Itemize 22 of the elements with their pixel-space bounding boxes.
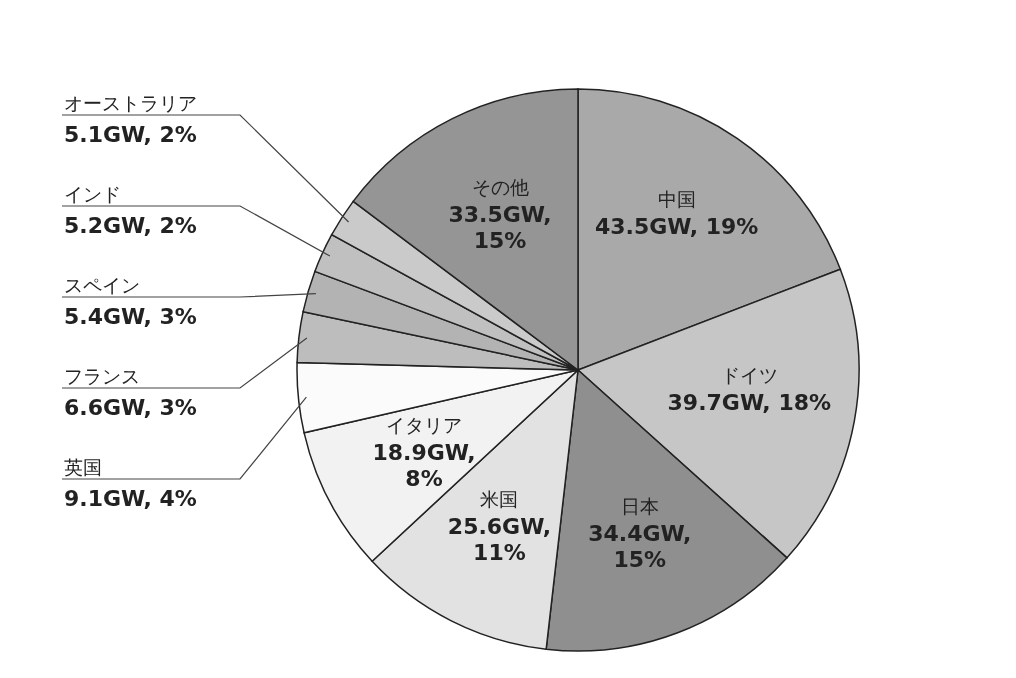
slice-label: フランス: [64, 365, 140, 387]
slice-label: インド: [64, 183, 121, 205]
slice-label: 日本: [620, 494, 659, 517]
data-label: 5.4GW, 3%: [64, 304, 197, 329]
slice-label: 英国: [64, 456, 102, 478]
slice-label: 米国: [480, 487, 519, 510]
data-label: 6.6GW, 3%: [64, 395, 197, 420]
data-label: 33.5GW, 15%: [448, 202, 552, 254]
slice-label: オーストラリア: [64, 92, 197, 114]
data-label: 5.1GW, 2%: [64, 122, 197, 147]
slice-label: スペイン: [64, 274, 140, 296]
data-label: 9.1GW, 4%: [64, 486, 197, 511]
data-label: 5.2GW, 2%: [64, 213, 197, 238]
data-label: 43.5GW, 19%: [594, 214, 759, 240]
data-label: 34.4GW, 15%: [588, 520, 692, 572]
data-label: 25.6GW, 11%: [447, 513, 552, 565]
slice-label: ドイツ: [720, 363, 778, 386]
slice-label: イタリア: [386, 413, 463, 436]
slice-label: その他: [471, 176, 529, 199]
data-label: 39.7GW, 18%: [667, 389, 832, 415]
data-label: 18.9GW, 8%: [372, 439, 476, 491]
slice-label: 中国: [657, 188, 696, 211]
